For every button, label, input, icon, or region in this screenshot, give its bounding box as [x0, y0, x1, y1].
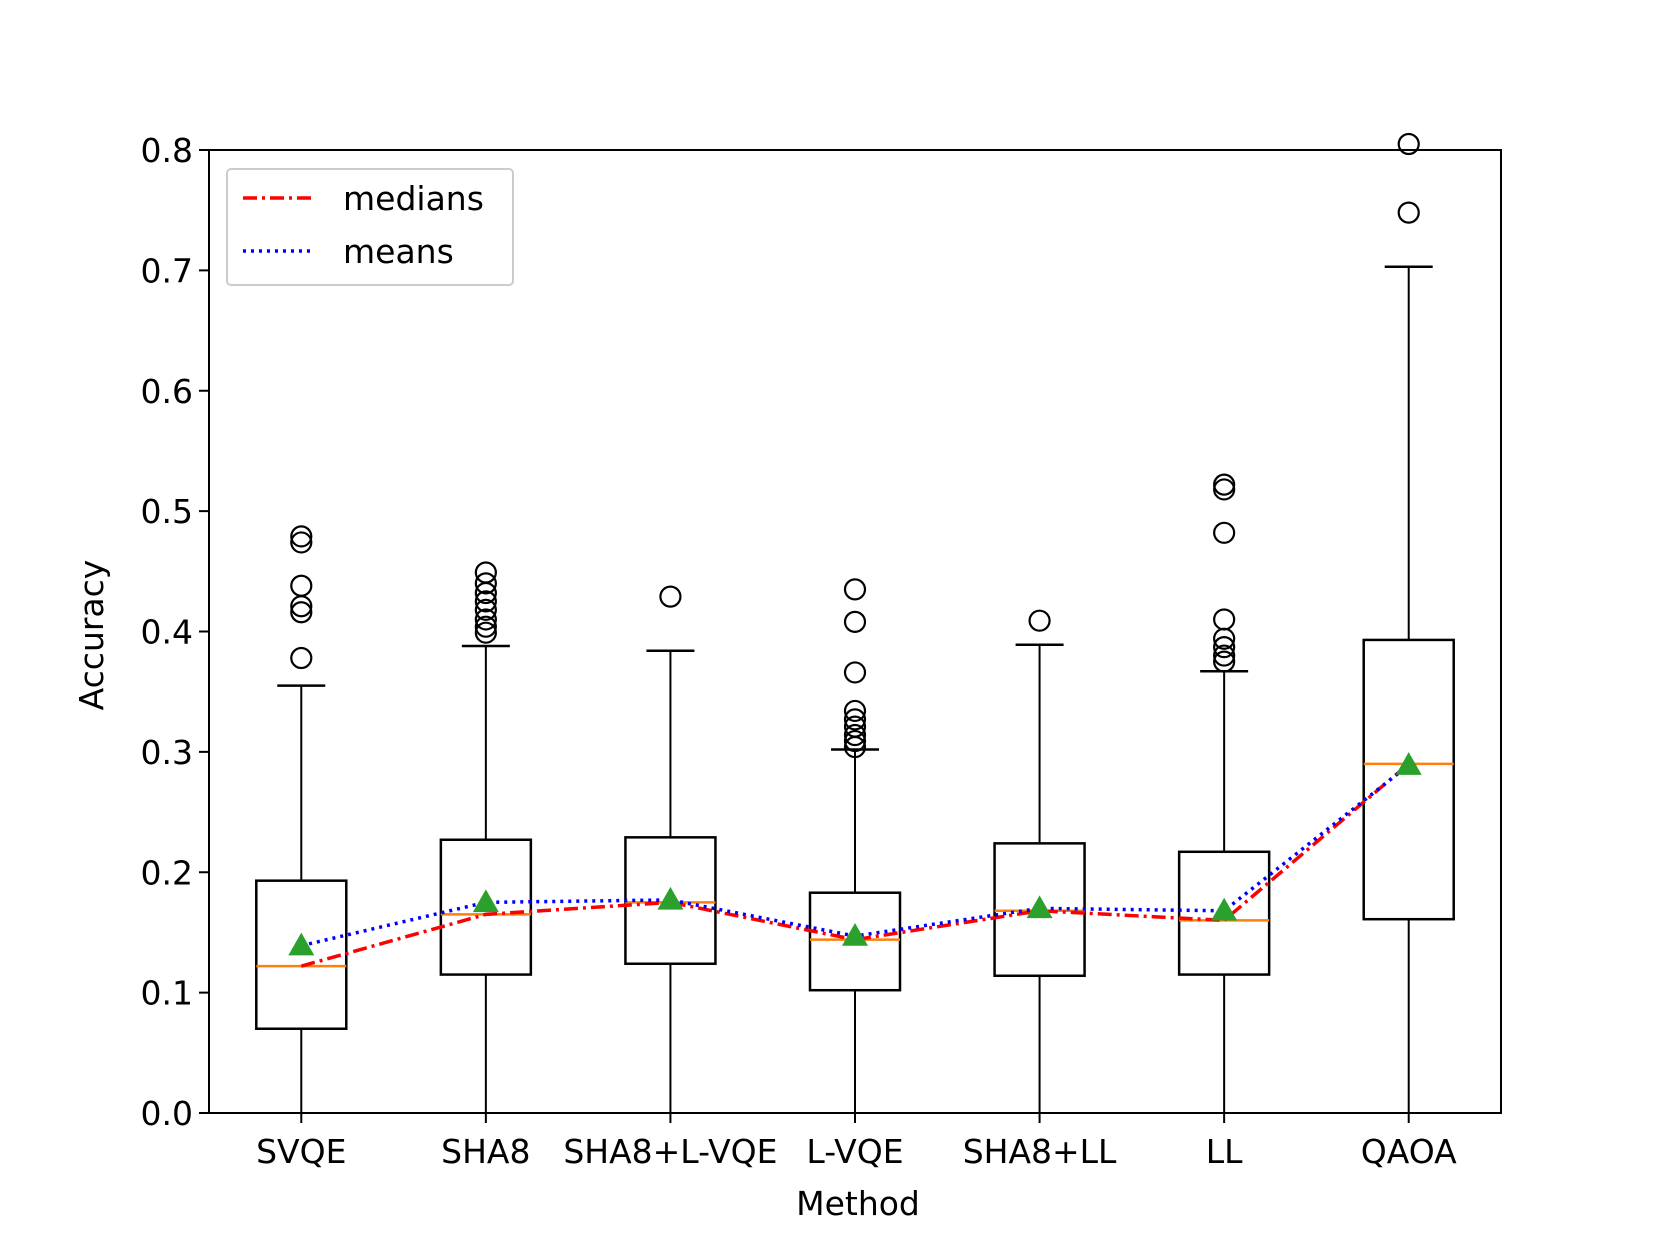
box-group — [624, 585, 717, 1114]
outlier-point — [290, 646, 313, 670]
outlier-point — [474, 608, 497, 631]
box-group — [808, 578, 902, 1114]
outlier-point — [1213, 608, 1236, 631]
iqr-box — [1177, 850, 1271, 976]
medians-series-line — [300, 762, 1410, 968]
y-tick-label: 0.0 — [141, 1094, 193, 1133]
x-tick-label: SHA8 — [441, 1132, 530, 1171]
y-tick-label: 0.5 — [141, 492, 193, 531]
x-tick-label: SHA8+LL — [963, 1132, 1117, 1171]
outlier-point — [843, 578, 867, 601]
outlier-point — [1028, 609, 1051, 632]
outlier-point — [1397, 132, 1420, 156]
outlier-point — [1213, 636, 1236, 659]
outlier-point — [474, 615, 497, 638]
y-tick-label: 0.1 — [141, 974, 193, 1013]
box-group — [1177, 473, 1271, 1114]
mean-marker — [472, 889, 499, 913]
x-tick-label: L-VQE — [806, 1132, 903, 1171]
mean-marker — [1211, 897, 1238, 921]
legend: medians means — [226, 168, 514, 286]
y-tick-label: 0.8 — [141, 131, 193, 170]
outlier-point — [1213, 644, 1236, 667]
outlier-point — [474, 621, 497, 644]
outlier-point — [474, 598, 497, 621]
x-tick-label: SVQE — [256, 1132, 346, 1171]
x-tick-label: SHA8+L-VQE — [563, 1132, 777, 1171]
outlier-point — [474, 572, 497, 595]
mean-marker — [657, 886, 684, 910]
y-tick-label: 0.6 — [141, 372, 193, 411]
mean-marker — [1395, 752, 1422, 775]
x-tick-label: QAOA — [1361, 1132, 1457, 1171]
mean-marker — [288, 932, 315, 956]
outlier-point — [290, 525, 313, 548]
y-tick-label: 0.4 — [141, 613, 193, 652]
y-axis-ticks: 0.0 0.1 0.2 0.3 0.4 0.5 0.6 0.7 0.8 — [141, 131, 209, 1133]
mean-marker — [1026, 895, 1053, 919]
iqr-box — [808, 891, 902, 992]
outlier-point — [843, 729, 867, 753]
y-tick-label: 0.3 — [141, 733, 193, 772]
outlier-point — [843, 699, 867, 723]
y-tick-label: 0.7 — [141, 251, 193, 290]
outlier-point — [1213, 521, 1236, 544]
outlier-point — [843, 708, 867, 731]
legend-means-label: means — [343, 232, 454, 271]
outlier-point — [843, 661, 867, 684]
plot-area — [255, 132, 1455, 1114]
outlier-point — [843, 723, 867, 747]
plot-frame — [208, 149, 1502, 1114]
outlier-point — [290, 574, 313, 597]
outlier-point — [843, 715, 867, 738]
x-axis-ticks: SVQE SHA8 SHA8+L-VQE L-VQE SHA8+LL LL QAOA — [256, 1113, 1457, 1171]
outlier-point — [290, 531, 313, 554]
outlier-point — [290, 601, 313, 624]
iqr-box — [1362, 638, 1455, 921]
outlier-point — [1213, 473, 1236, 496]
outlier-point — [659, 585, 682, 608]
y-axis-label: Accuracy — [72, 560, 111, 711]
box-group — [439, 561, 533, 1114]
outlier-point — [843, 610, 867, 633]
iqr-box — [439, 838, 533, 976]
outlier-point — [1397, 201, 1420, 224]
outlier-point — [474, 590, 497, 613]
x-tick-label: LL — [1206, 1132, 1243, 1171]
x-axis-label: Method — [796, 1184, 920, 1223]
y-tick-label: 0.2 — [141, 853, 193, 892]
mean-marker — [842, 923, 868, 946]
legend-medians-label: medians — [343, 179, 484, 218]
outlier-point — [474, 561, 497, 584]
outlier-point — [1213, 650, 1236, 673]
